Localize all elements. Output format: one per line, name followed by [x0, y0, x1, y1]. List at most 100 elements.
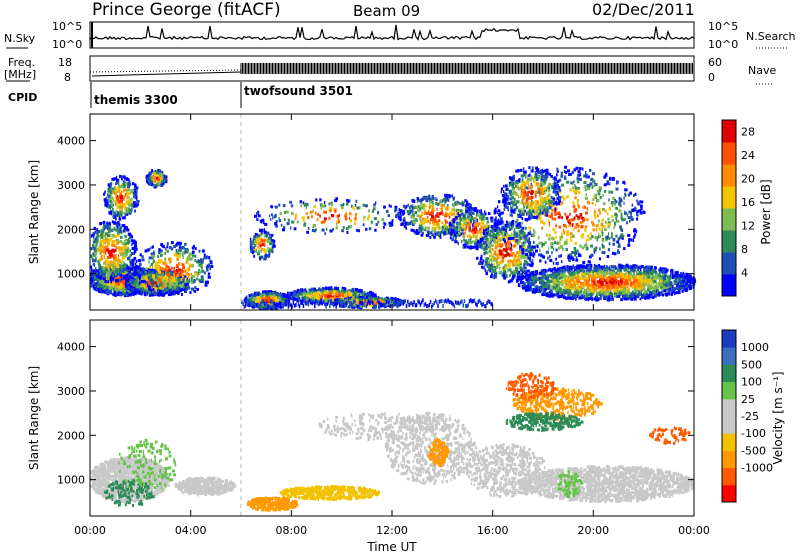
power-echo-cell — [380, 300, 384, 304]
power-data-layer — [90, 165, 697, 311]
power-echo-cell — [113, 274, 116, 278]
power-echo-cell — [194, 272, 198, 276]
power-echo-cell — [419, 217, 421, 221]
power-echo-cell — [422, 196, 426, 200]
power-echo-cell — [162, 182, 165, 186]
power-echo-cell — [116, 187, 120, 191]
power-echo-cell — [156, 273, 159, 277]
power-echo-cell — [117, 253, 120, 257]
nsearch-tick-top: 10^5 — [708, 20, 738, 33]
power-echo-cell — [324, 294, 327, 298]
power-echo-cell — [146, 271, 149, 275]
power-echo-cell — [184, 283, 187, 287]
power-echo-cell — [343, 287, 347, 291]
power-echo-cell — [90, 254, 93, 258]
power-echo-cell — [95, 237, 98, 241]
power-echo-cell — [112, 293, 116, 297]
power-echo-cell — [196, 288, 199, 291]
power-echo-cell — [95, 284, 98, 288]
power-echo-cell — [98, 244, 102, 248]
power-echo-cell — [449, 195, 451, 199]
power-echo-cell — [126, 209, 129, 213]
power-echo-cell — [254, 291, 256, 295]
power-echo-cell — [109, 275, 113, 279]
power-echo-cell — [128, 207, 130, 211]
power-echo-cell — [122, 288, 124, 292]
power-echo-cell — [194, 259, 196, 262]
power-echo-cell — [410, 228, 414, 232]
power-echo-cell — [134, 209, 136, 213]
power-echo-cell — [443, 231, 446, 235]
power-echo-cell — [117, 213, 120, 217]
power-echo-cell — [189, 263, 192, 267]
power-echo-cell — [99, 258, 102, 262]
freq-unit: [MHz] — [4, 68, 36, 81]
power-echo-cell — [120, 213, 122, 217]
power-echo-cell — [254, 297, 257, 301]
power-echo-cell — [413, 221, 416, 225]
power-echo-cell — [145, 267, 148, 271]
power-echo-cell — [191, 278, 193, 281]
power-echo-cell — [150, 246, 152, 250]
power-echo-cell — [90, 278, 92, 282]
power-echo-cell — [403, 225, 407, 228]
power-echo-cell — [130, 235, 134, 239]
power-echo-cell — [125, 290, 127, 294]
power-echo-cell — [169, 282, 172, 286]
power-echo-cell — [176, 241, 180, 245]
power-echo-cell — [125, 248, 129, 252]
power-echo-cell — [184, 277, 187, 281]
power-echo-cell — [422, 203, 425, 207]
power-echo-cell — [328, 292, 332, 295]
power-echo-cell — [112, 274, 115, 278]
power-echo-cell — [119, 265, 122, 269]
power-echo-cell — [115, 268, 119, 271]
power-echo-cell — [93, 263, 96, 267]
power-echo-cell — [452, 212, 455, 216]
cpid-mode-1: themis 3300 — [94, 93, 178, 107]
power-echo-cell — [116, 178, 118, 182]
power-echo-cell — [419, 215, 422, 218]
power-echo-cell — [190, 287, 194, 291]
power-echo-cell — [105, 232, 109, 236]
power-echo-cell — [131, 272, 135, 276]
power-echo-cell — [178, 245, 181, 249]
power-echo-cell — [148, 287, 151, 291]
power-echo-cell — [111, 254, 115, 258]
power-echo-cell — [317, 291, 320, 294]
power-echo-cell — [111, 272, 115, 275]
power-echo-cell — [181, 273, 185, 277]
power-echo-cell — [159, 254, 162, 258]
power-echo-cell — [134, 292, 137, 296]
power-echo-cell — [191, 264, 195, 268]
power-echo-cell — [96, 249, 98, 252]
power-echo-cell — [180, 287, 184, 291]
power-echo-cell — [161, 290, 164, 294]
power-echo-cell — [96, 269, 99, 273]
power-echo-cell — [164, 291, 168, 295]
power-echo-cell — [97, 229, 101, 233]
power-echo-cell — [117, 279, 119, 283]
power-echo-cell — [361, 289, 363, 293]
power-echo-cell — [158, 274, 160, 278]
power-echo-cell — [127, 246, 130, 250]
power-echo-cell — [151, 281, 154, 285]
power-echo-cell — [123, 265, 127, 269]
power-echo-cell — [136, 196, 138, 200]
power-echo-cell — [112, 233, 115, 237]
power-echo-cell — [256, 299, 260, 302]
power-echo-cell — [450, 211, 453, 215]
power-echo-cell — [351, 288, 354, 292]
power-echo-cell — [93, 282, 96, 286]
power-echo-cell — [185, 248, 189, 252]
power-echo-cell — [103, 255, 105, 259]
power-echo-cell — [120, 235, 123, 239]
power-echo-cell — [107, 291, 110, 294]
power-echo-cell — [355, 288, 359, 292]
power-echo-cell — [429, 196, 431, 200]
power-echo-cell — [452, 204, 455, 208]
power-echo-cell — [298, 291, 301, 295]
power-echo-cell — [169, 289, 171, 293]
power-echo-cell — [114, 293, 117, 297]
freq-label: Freq. — [8, 56, 35, 69]
